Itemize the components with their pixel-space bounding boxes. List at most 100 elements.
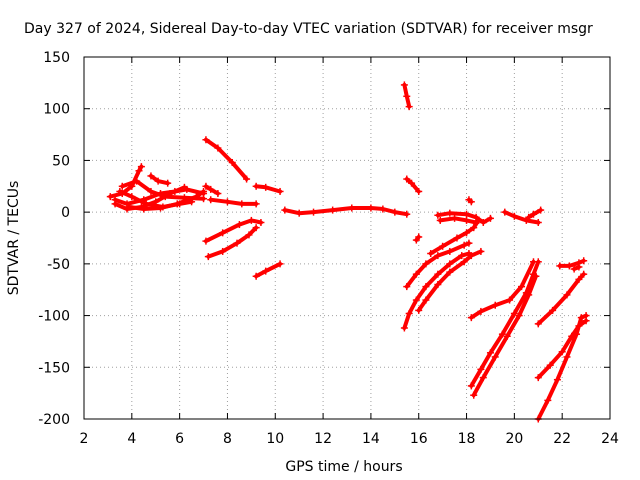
y-tick-label: 100 — [43, 102, 70, 118]
series-arc-24 — [465, 196, 475, 206]
y-tick-label: 150 — [43, 50, 70, 66]
series-trace — [404, 177, 421, 194]
x-tick-label: 2 — [80, 431, 89, 447]
data-point — [506, 296, 514, 304]
data-point — [472, 218, 480, 226]
series-arc-15 — [281, 204, 411, 218]
series-arc-21 — [415, 247, 485, 314]
data-point — [549, 306, 557, 314]
data-point — [460, 258, 468, 266]
x-tick-label: 18 — [458, 431, 476, 447]
data-point — [439, 242, 447, 250]
data-point — [486, 349, 494, 357]
series-arc-10 — [207, 196, 260, 208]
data-point — [477, 247, 485, 255]
data-point — [207, 196, 215, 204]
data-point — [403, 210, 411, 218]
data-point — [463, 229, 471, 237]
data-point — [247, 216, 255, 224]
data-point — [510, 212, 518, 220]
data-point — [446, 247, 454, 255]
series-trace — [557, 258, 586, 268]
series-arc-07 — [147, 172, 172, 187]
data-point — [479, 218, 487, 226]
x-axis-label: GPS time / hours — [285, 459, 402, 475]
series-trace — [208, 197, 259, 206]
series-arc-22 — [434, 209, 494, 226]
series-arc-11 — [252, 182, 284, 195]
data-point — [403, 283, 411, 291]
data-point — [436, 216, 444, 224]
data-point — [202, 182, 210, 190]
data-point — [434, 270, 442, 278]
series-arc-18 — [412, 233, 423, 244]
data-point — [434, 281, 442, 289]
data-point — [257, 218, 265, 226]
y-tick-label: -150 — [38, 360, 70, 376]
y-tick-label: -100 — [38, 309, 70, 325]
data-point — [403, 175, 411, 183]
data-point — [580, 257, 588, 265]
data-point — [546, 361, 554, 369]
series-arc-26 — [467, 258, 537, 322]
data-point — [252, 272, 260, 280]
data-point — [544, 396, 552, 404]
data-point — [467, 252, 475, 260]
data-point — [228, 158, 236, 166]
data-point — [200, 195, 208, 203]
data-series — [106, 81, 590, 423]
data-point — [379, 205, 387, 213]
data-point — [582, 312, 590, 320]
data-point — [470, 391, 478, 399]
data-point — [207, 185, 215, 193]
data-point — [202, 136, 210, 144]
data-point — [463, 216, 471, 224]
x-tick-label: 8 — [223, 431, 232, 447]
data-point — [367, 204, 375, 212]
series-trace — [428, 218, 481, 256]
data-point — [152, 198, 160, 206]
data-point — [534, 320, 542, 328]
data-point — [518, 283, 526, 291]
series-trace — [402, 251, 471, 330]
data-point — [458, 252, 466, 260]
data-point — [400, 81, 408, 89]
data-point — [577, 314, 585, 322]
series-trace — [469, 259, 536, 320]
data-point — [262, 183, 270, 191]
data-point — [525, 213, 533, 221]
x-tick-label: 14 — [362, 431, 380, 447]
data-point — [118, 182, 126, 190]
y-axis-label: SDTVAR / TECUs — [6, 181, 22, 296]
x-tick-label: 10 — [266, 431, 284, 447]
data-point — [412, 296, 420, 304]
series-arc-13 — [204, 224, 260, 261]
data-point — [245, 231, 253, 239]
data-point — [534, 218, 542, 226]
chart-title: Day 327 of 2024, Sidereal Day-to-day VTE… — [24, 21, 593, 37]
data-point — [470, 224, 478, 232]
data-point — [147, 172, 155, 180]
data-point — [460, 241, 468, 249]
x-tick-label: 20 — [505, 431, 523, 447]
data-point — [453, 234, 461, 242]
plot-frame — [83, 56, 611, 420]
data-point — [479, 374, 487, 382]
data-point — [451, 214, 459, 222]
series-arc-09 — [202, 182, 222, 198]
data-point — [147, 187, 155, 195]
data-point — [133, 177, 141, 185]
series-trace — [438, 216, 479, 225]
data-point — [123, 205, 131, 213]
data-point — [477, 307, 485, 315]
series-trace — [469, 259, 541, 388]
data-point — [219, 229, 227, 237]
data-point — [173, 200, 181, 208]
series-trace — [203, 137, 249, 181]
data-point — [501, 208, 509, 216]
data-point — [233, 239, 241, 247]
data-point — [262, 267, 270, 275]
data-point — [252, 200, 260, 208]
series-trace — [148, 173, 170, 186]
